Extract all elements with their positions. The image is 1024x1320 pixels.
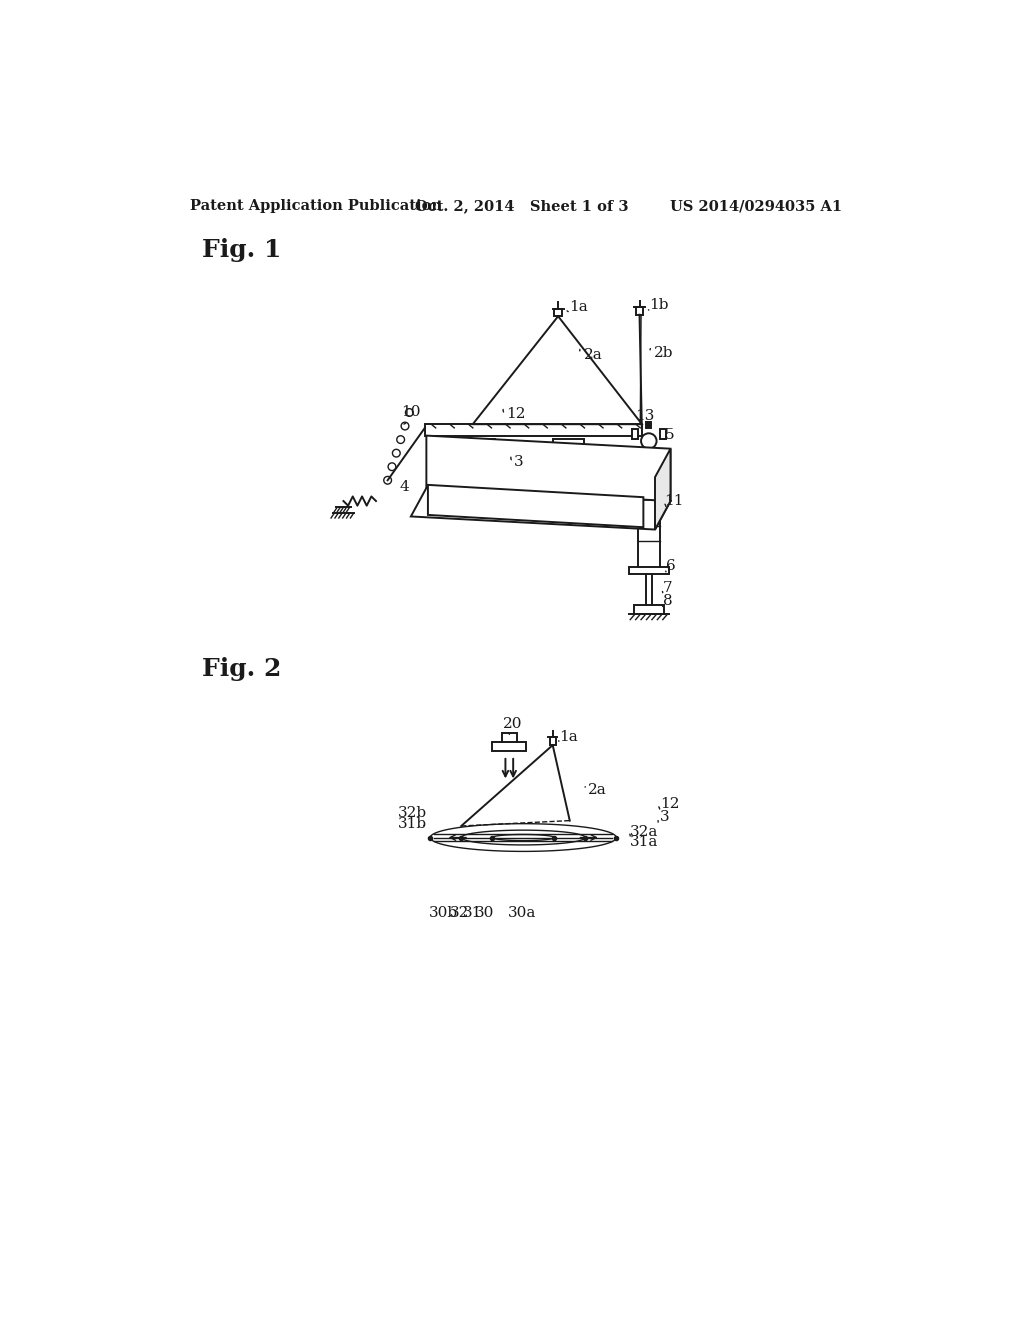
Text: 11: 11 [665,494,684,508]
Text: 8: 8 [663,594,673,609]
Text: 1a: 1a [559,730,578,743]
Text: 32b: 32b [397,805,427,820]
Text: 7: 7 [663,581,673,595]
Text: Fig. 1: Fig. 1 [202,238,281,261]
Circle shape [384,477,391,484]
Text: 30a: 30a [508,906,537,920]
Bar [629,566,669,574]
Bar [464,440,495,453]
Bar [636,308,643,314]
Text: Patent Application Publication: Patent Application Publication [190,199,442,213]
Text: 2a: 2a [588,783,606,797]
Text: Fig. 2: Fig. 2 [202,657,281,681]
Circle shape [401,422,409,430]
Bar [646,422,651,428]
Circle shape [396,436,404,444]
Circle shape [641,433,656,449]
Bar [502,733,517,742]
Text: 12: 12 [659,796,679,810]
Bar [634,605,664,614]
Text: 3: 3 [659,809,670,824]
Circle shape [406,409,414,416]
Bar [554,309,562,317]
Text: 5: 5 [665,429,674,442]
Text: 4: 4 [399,480,409,494]
Polygon shape [411,488,671,529]
Text: 12: 12 [506,407,525,421]
Text: 31: 31 [463,906,482,920]
Text: 31b: 31b [397,817,427,830]
Text: 20: 20 [503,717,522,731]
Text: 32a: 32a [630,825,658,840]
Text: 30: 30 [475,906,495,920]
Polygon shape [428,484,643,527]
Text: 31a: 31a [630,836,658,849]
Polygon shape [426,436,671,502]
Circle shape [388,463,396,470]
Text: 1a: 1a [569,300,588,314]
Text: 32: 32 [450,906,469,920]
Polygon shape [655,449,671,529]
Bar [493,742,526,751]
Text: 6: 6 [666,560,676,573]
Bar [632,429,638,440]
Text: 30b: 30b [429,906,458,920]
Text: 1b: 1b [649,298,669,313]
Text: 3: 3 [514,455,523,470]
Text: US 2014/0294035 A1: US 2014/0294035 A1 [671,199,843,213]
Bar [425,424,642,437]
Text: 2b: 2b [653,346,673,360]
Circle shape [392,449,400,457]
Text: 13: 13 [635,409,654,424]
Bar [659,429,666,440]
Text: 10: 10 [401,405,421,420]
Text: 2a: 2a [584,347,602,362]
Text: Oct. 2, 2014   Sheet 1 of 3: Oct. 2, 2014 Sheet 1 of 3 [415,199,629,213]
Bar [553,440,584,453]
Bar [550,738,556,744]
